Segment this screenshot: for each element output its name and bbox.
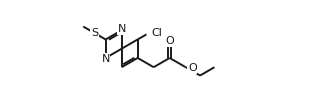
Text: O: O — [165, 36, 174, 46]
Text: N: N — [101, 54, 110, 64]
Text: N: N — [117, 24, 126, 34]
Text: O: O — [188, 63, 197, 73]
Text: Cl: Cl — [152, 28, 163, 38]
Text: S: S — [91, 28, 98, 38]
